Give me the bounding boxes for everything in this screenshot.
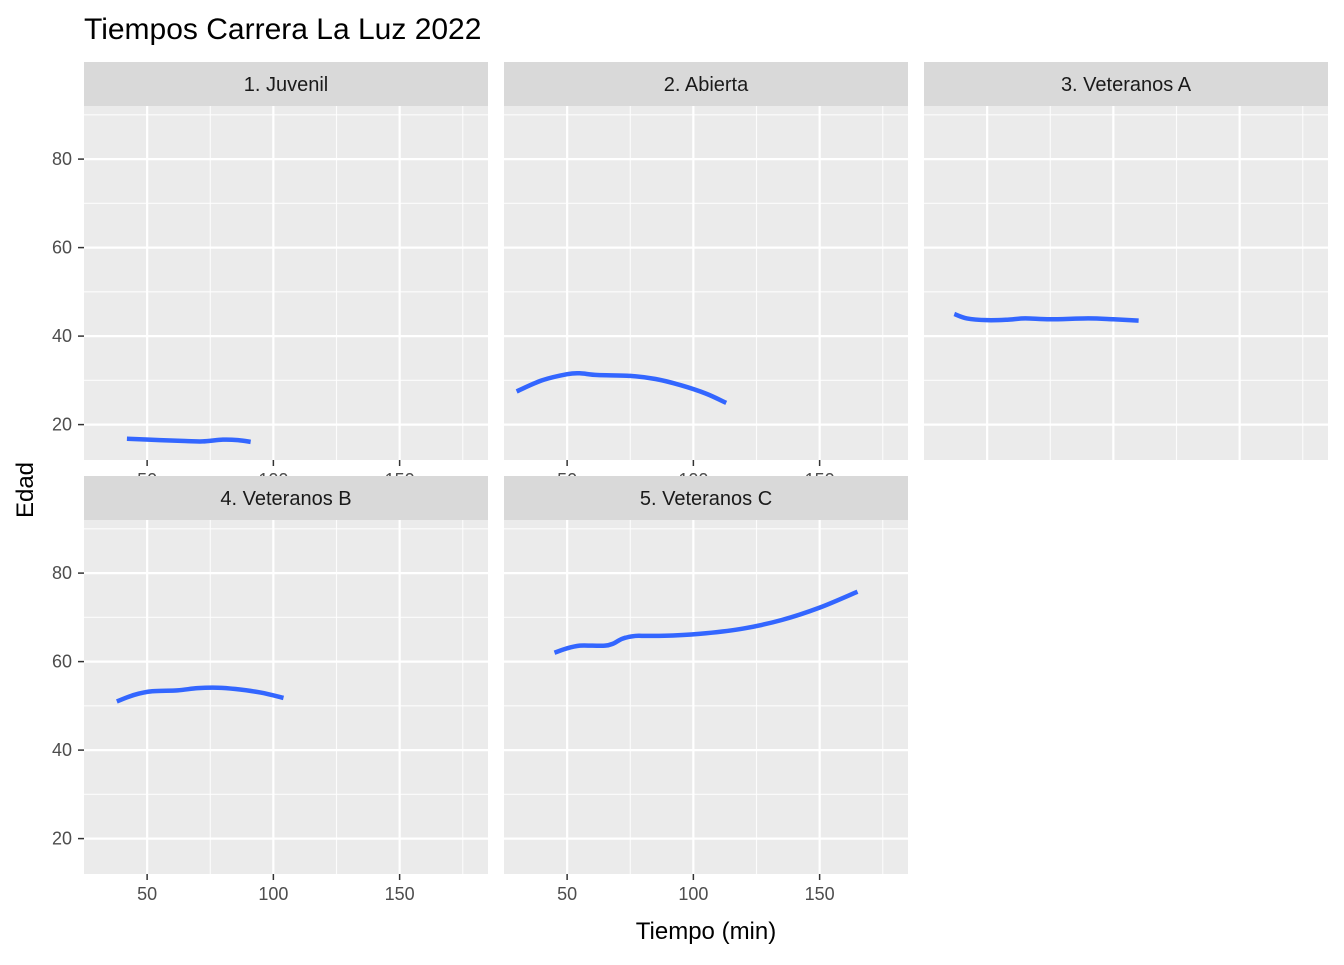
facet-panel: 3. Veteranos A <box>924 62 1328 460</box>
x-tick-label: 100 <box>258 884 288 904</box>
facet-strip <box>504 62 908 106</box>
x-tick-label: 50 <box>137 884 157 904</box>
y-tick-label: 80 <box>52 149 72 169</box>
panel-background <box>504 106 908 460</box>
x-tick-label: 100 <box>678 884 708 904</box>
y-tick-label: 20 <box>52 829 72 849</box>
facet-panel: 1. Juvenil2040608050100150 <box>52 62 488 490</box>
y-tick-label: 40 <box>52 326 72 346</box>
facet-strip-label: 5. Veteranos C <box>640 488 772 510</box>
y-axis-title: Edad <box>12 462 39 518</box>
y-tick-label: 80 <box>52 563 72 583</box>
y-tick-label: 20 <box>52 415 72 435</box>
panel-background <box>84 106 488 460</box>
series-line <box>953 311 1139 323</box>
x-tick-label: 50 <box>557 884 577 904</box>
series-line <box>116 685 284 704</box>
facet-strip-label: 4. Veteranos B <box>220 488 351 510</box>
panel-background <box>84 520 488 874</box>
panels-layer: 1. Juvenil20406080501001502. Abierta5010… <box>52 62 1328 904</box>
facet-panel: 2. Abierta50100150 <box>504 62 908 490</box>
x-axis-title: Tiempo (min) <box>636 918 776 945</box>
x-tick-label: 150 <box>385 884 415 904</box>
facet-strip-label: 3. Veteranos A <box>1061 74 1192 96</box>
series-line <box>515 370 728 405</box>
facet-strip <box>504 476 908 520</box>
series-line <box>553 589 859 655</box>
chart-title: Tiempos Carrera La Luz 2022 <box>84 13 481 46</box>
facet-strip <box>924 62 1328 106</box>
facet-strip-label: 1. Juvenil <box>244 74 329 96</box>
facet-panel: 4. Veteranos B 20 40 60 80 50 100 150 <box>52 476 488 904</box>
facet-panel: 5. Veteranos C 50 100 150 <box>504 476 908 904</box>
y-tick-label: 60 <box>52 238 72 258</box>
y-tick-label: 60 <box>52 652 72 672</box>
facet-strip <box>84 62 488 106</box>
panel-background <box>924 106 1328 460</box>
panel-background <box>504 520 908 874</box>
series-line <box>126 436 251 445</box>
x-tick-label: 150 <box>805 884 835 904</box>
facet-strip-label: 2. Abierta <box>664 74 749 96</box>
y-tick-label: 40 <box>52 740 72 760</box>
facet-strip <box>84 476 488 520</box>
